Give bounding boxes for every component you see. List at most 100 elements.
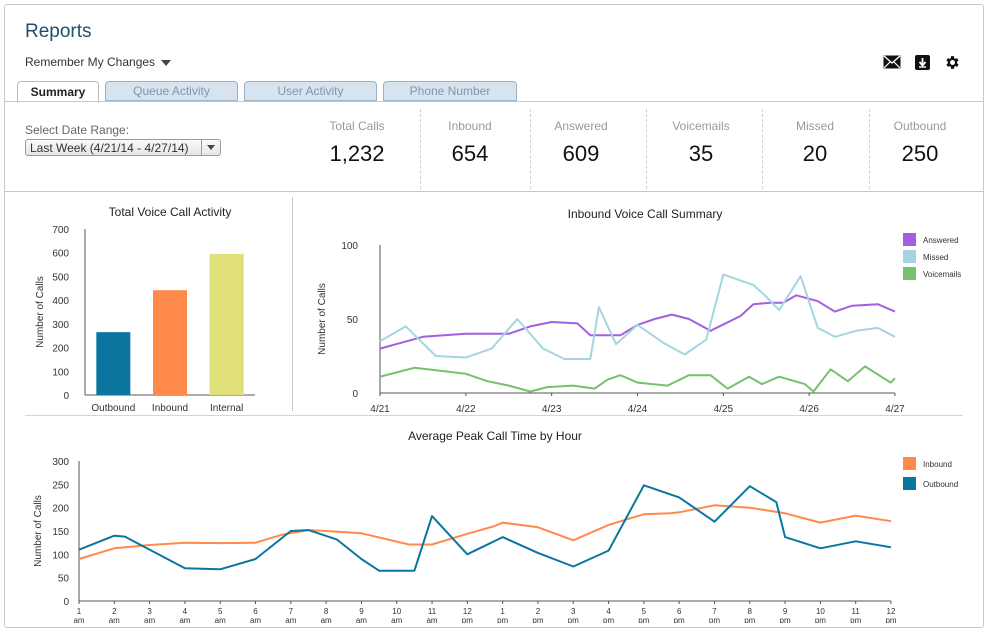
select-arrow-icon (201, 140, 220, 155)
x-tick-label: pm (497, 616, 508, 623)
bar-outbound (96, 332, 131, 395)
inbound-chart-title: Inbound Voice Call Summary (567, 207, 723, 221)
y-tick-label: 0 (63, 597, 69, 608)
y-axis-label: Number of Calls (33, 495, 44, 567)
report-panel: Reports Remember My Changes Summary Queu… (4, 4, 984, 628)
series-line-outbound (78, 484, 892, 572)
x-tick-label: 12 (463, 607, 472, 616)
series-line-missed (379, 273, 896, 360)
y-tick-label: 700 (52, 225, 69, 236)
remember-changes-dropdown[interactable]: Remember My Changes (25, 55, 172, 69)
x-tick-label: pm (850, 616, 861, 623)
stat-label: Outbound (893, 119, 947, 133)
stat-divider (530, 109, 531, 189)
y-tick-label: 500 (52, 272, 69, 283)
x-tick-label: am (179, 616, 190, 623)
stat-value: 250 (901, 141, 939, 166)
x-tick-label: 4/23 (542, 404, 562, 413)
stats-divider (5, 191, 983, 192)
x-tick-label: pm (885, 616, 896, 623)
stat-label: Voicemails (672, 119, 730, 133)
bar-chart-title: Total Voice Call Activity (108, 205, 232, 219)
stat-value: 609 (562, 141, 600, 166)
legend-swatch-missed (903, 250, 916, 263)
x-tick-label: pm (744, 616, 755, 623)
x-tick-label: 4/22 (456, 404, 476, 413)
x-tick-label: 8 (748, 607, 753, 616)
x-tick-label: 7 (712, 607, 717, 616)
x-tick-label: 7 (289, 607, 294, 616)
x-tick-label: 3 (147, 607, 152, 616)
x-tick-label: 2 (536, 607, 541, 616)
x-tick-label: 9 (783, 607, 788, 616)
stat-value: 20 (802, 141, 828, 166)
x-tick-label: pm (532, 616, 543, 623)
series-line-inbound (78, 504, 892, 560)
stat-label: Answered (554, 119, 608, 133)
x-tick-label: 4/24 (628, 404, 648, 413)
y-axis-label: Number of Calls (317, 283, 328, 355)
stat-label: Missed (795, 119, 834, 133)
stat-missed: Missed 20 (765, 119, 865, 167)
x-tick-label: 4 (606, 607, 611, 616)
tab-divider (5, 101, 983, 102)
x-tick-label: 12 (887, 607, 896, 616)
x-tick-label: pm (568, 616, 579, 623)
x-tick-label: pm (674, 616, 685, 623)
stat-inbound: Inbound 654 (420, 119, 520, 167)
stat-divider (646, 109, 647, 189)
x-tick-label: 5 (218, 607, 223, 616)
y-tick-label: 200 (52, 344, 69, 355)
y-tick-label: 100 (341, 241, 358, 252)
y-tick-label: 250 (52, 480, 69, 491)
y-tick-label: 200 (52, 504, 69, 515)
stat-voicemails: Voicemails 35 (651, 119, 751, 167)
x-tick-label: pm (780, 616, 791, 623)
legend-swatch-outbound (903, 477, 916, 490)
stat-value: 35 (688, 141, 714, 166)
x-tick-label: 1 (77, 607, 82, 616)
page-title: Reports (25, 21, 92, 42)
x-tick-label: 4/26 (799, 404, 819, 413)
y-tick-label: 50 (58, 574, 70, 585)
x-tick-label: am (73, 616, 84, 623)
series-line-voicemails (379, 365, 896, 393)
email-icon[interactable] (883, 53, 901, 71)
stat-outbound: Outbound 250 (870, 119, 970, 167)
date-range-select[interactable]: Last Week (4/21/14 - 4/27/14) (25, 139, 221, 156)
x-tick-label: am (426, 616, 437, 623)
tab-queue-activity[interactable]: Queue Activity (105, 81, 238, 101)
stat-total-calls: Total Calls 1,232 (307, 119, 407, 167)
x-tick-label: 9 (359, 607, 364, 616)
y-tick-label: 400 (52, 296, 69, 307)
section-divider (25, 415, 963, 416)
x-tick-label: 4/21 (370, 404, 390, 413)
x-tick-label: am (356, 616, 367, 623)
y-tick-label: 300 (52, 320, 69, 331)
x-tick-label: 8 (324, 607, 329, 616)
tab-user-activity[interactable]: User Activity (244, 81, 377, 101)
x-tick-label: 6 (253, 607, 258, 616)
x-tick-label: am (285, 616, 296, 623)
stat-label: Inbound (448, 119, 492, 133)
x-tick-label: Outbound (91, 403, 135, 413)
download-icon[interactable] (913, 53, 931, 71)
x-tick-label: 11 (428, 607, 437, 616)
chart-divider (292, 197, 293, 411)
tab-phone-number[interactable]: Phone Number (383, 81, 517, 101)
y-tick-label: 150 (52, 527, 69, 538)
x-tick-label: 4 (183, 607, 188, 616)
x-tick-label: pm (603, 616, 614, 623)
x-tick-label: Internal (210, 403, 243, 413)
x-tick-label: 4/27 (885, 404, 905, 413)
x-tick-label: am (215, 616, 226, 623)
tab-summary[interactable]: Summary (17, 81, 99, 103)
legend-swatch-voicemails (903, 267, 916, 280)
stat-divider (869, 109, 870, 189)
total-voice-call-chart: 0 100 200 300 400 500 600 700 Number of Calls Out… (35, 225, 255, 413)
gear-icon[interactable] (943, 53, 961, 71)
x-tick-label: pm (462, 616, 473, 623)
x-tick-label: am (391, 616, 402, 623)
stat-divider (762, 109, 763, 189)
report-tabs: Summary Queue Activity User Activity Pho… (17, 81, 517, 103)
